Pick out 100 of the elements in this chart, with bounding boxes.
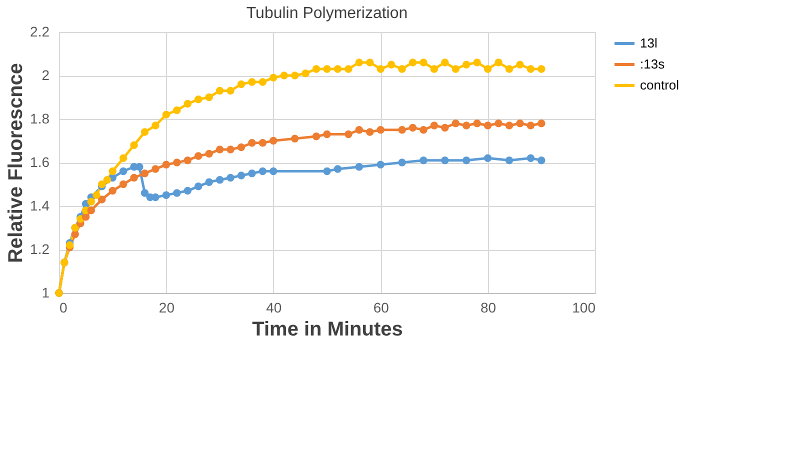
point bbox=[376, 65, 384, 73]
point bbox=[441, 124, 449, 132]
point bbox=[194, 152, 202, 160]
point bbox=[248, 139, 256, 147]
point bbox=[136, 162, 144, 171]
point bbox=[216, 86, 224, 95]
point bbox=[312, 132, 320, 140]
x-tick-label: 80 bbox=[480, 300, 496, 316]
point bbox=[387, 60, 396, 68]
point bbox=[103, 176, 112, 184]
x-tick-label: 0 bbox=[60, 300, 68, 316]
y-tick-label: 2.2 bbox=[30, 24, 50, 40]
point bbox=[494, 119, 502, 128]
point bbox=[184, 100, 192, 108]
point bbox=[119, 167, 128, 176]
x-tick-label: 40 bbox=[266, 300, 282, 316]
point bbox=[302, 69, 310, 78]
point bbox=[205, 150, 213, 158]
point bbox=[462, 122, 470, 130]
point bbox=[152, 122, 160, 130]
y-tick-label: 1 bbox=[42, 284, 50, 300]
point bbox=[82, 213, 90, 221]
legend-label: :13s bbox=[640, 56, 666, 72]
point bbox=[420, 126, 428, 134]
chart-title: Tubulin Polymerization bbox=[246, 5, 408, 22]
point bbox=[494, 58, 502, 66]
point bbox=[484, 122, 492, 130]
point bbox=[162, 110, 170, 119]
point bbox=[323, 130, 331, 138]
y-tick-label: 2 bbox=[42, 67, 50, 83]
point bbox=[226, 146, 234, 154]
point bbox=[152, 193, 160, 202]
point bbox=[462, 60, 470, 68]
point bbox=[140, 128, 149, 136]
y-tick-label: 1.8 bbox=[30, 110, 50, 126]
point bbox=[538, 119, 546, 128]
point bbox=[173, 158, 181, 166]
point bbox=[140, 189, 149, 197]
point bbox=[516, 119, 524, 128]
x-tick-label: 100 bbox=[572, 300, 596, 316]
point bbox=[355, 58, 364, 66]
point bbox=[194, 182, 202, 190]
point bbox=[92, 191, 100, 199]
point bbox=[98, 196, 106, 204]
point bbox=[237, 172, 246, 180]
point bbox=[184, 186, 192, 195]
point bbox=[473, 58, 481, 66]
legend-label: 13l bbox=[640, 36, 658, 50]
point bbox=[441, 156, 449, 164]
point bbox=[270, 74, 278, 82]
point bbox=[430, 122, 438, 130]
point bbox=[152, 165, 160, 173]
point bbox=[538, 65, 546, 73]
point bbox=[452, 119, 460, 128]
point bbox=[98, 180, 106, 188]
point bbox=[505, 65, 514, 73]
point bbox=[108, 167, 116, 176]
point bbox=[376, 160, 384, 169]
point bbox=[205, 178, 213, 186]
point bbox=[248, 170, 256, 178]
point bbox=[441, 58, 449, 66]
point bbox=[334, 165, 342, 173]
point bbox=[334, 65, 342, 73]
point bbox=[162, 191, 170, 199]
point bbox=[237, 143, 246, 152]
point bbox=[505, 122, 514, 130]
point bbox=[119, 180, 128, 188]
point bbox=[258, 167, 267, 176]
point bbox=[398, 65, 406, 73]
point bbox=[516, 60, 524, 68]
y-axis-title: Relative Fluorescnce bbox=[5, 62, 28, 264]
point bbox=[258, 78, 267, 86]
point bbox=[420, 58, 428, 66]
point bbox=[452, 65, 460, 73]
x-axis-title: Time in Minutes bbox=[252, 318, 403, 340]
point bbox=[71, 230, 79, 238]
point bbox=[505, 156, 514, 164]
point bbox=[355, 126, 364, 134]
point bbox=[290, 134, 299, 142]
point bbox=[184, 156, 192, 164]
point bbox=[538, 156, 546, 164]
point bbox=[270, 136, 278, 145]
point bbox=[408, 58, 417, 66]
point bbox=[194, 96, 202, 104]
point bbox=[130, 174, 138, 182]
point bbox=[473, 119, 481, 128]
point bbox=[119, 154, 128, 162]
point bbox=[270, 167, 278, 176]
point bbox=[226, 174, 234, 182]
point bbox=[462, 156, 470, 164]
point bbox=[173, 106, 181, 114]
y-tick-label: 1.4 bbox=[30, 198, 50, 214]
point bbox=[366, 58, 374, 66]
point bbox=[420, 156, 428, 164]
point bbox=[398, 126, 406, 134]
point bbox=[108, 186, 116, 195]
point bbox=[526, 65, 535, 73]
point bbox=[526, 122, 535, 130]
point bbox=[344, 65, 352, 73]
y-tick-label: 1.6 bbox=[30, 154, 50, 170]
